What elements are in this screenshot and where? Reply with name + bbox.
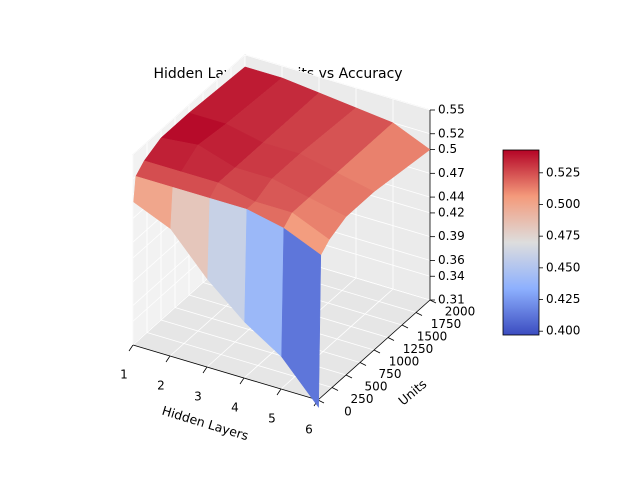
z-tick-label: 0.47 <box>438 166 465 180</box>
y-tick-label: 0 <box>344 405 352 419</box>
tick-mark <box>128 344 134 352</box>
tick-mark <box>373 349 381 354</box>
tick-mark <box>387 337 395 341</box>
tick-mark <box>429 299 437 304</box>
tick-mark <box>359 362 367 366</box>
z-tick-label: 0.36 <box>438 253 465 267</box>
tick-mark <box>401 324 409 329</box>
y-tick-label: 1500 <box>417 330 448 344</box>
z-tick-label: 0.52 <box>438 126 465 140</box>
colorbar <box>502 149 540 336</box>
colorbar-tick-label: 0.425 <box>546 292 580 306</box>
y-tick-label: 500 <box>365 380 388 394</box>
y-tick-label: 1750 <box>431 317 462 331</box>
tick-mark <box>239 377 245 385</box>
tick-mark <box>317 399 325 404</box>
z-tick-label: 0.42 <box>438 205 465 219</box>
x-tick-label: 5 <box>268 412 276 426</box>
axis-line <box>132 344 319 401</box>
grid-line <box>132 54 246 156</box>
z-tick-label: 0.31 <box>438 293 465 307</box>
z-tick-label: 0.5 <box>438 142 457 156</box>
tick-mark <box>415 312 423 316</box>
colorbar-tick-label: 0.475 <box>546 229 580 243</box>
tick-mark <box>276 388 282 396</box>
colorbar-tick-label: 0.450 <box>546 260 580 274</box>
surface-patch <box>281 227 322 409</box>
y-tick-label: 1000 <box>389 355 420 369</box>
colorbar-tick-label: 0.525 <box>546 165 580 179</box>
y-tick-label: 250 <box>351 392 374 406</box>
y-tick-label: 2000 <box>445 305 476 319</box>
x-tick-label: 1 <box>120 368 128 382</box>
y-tick-label: 1250 <box>403 342 434 356</box>
grid-line <box>244 54 431 111</box>
tick-mark <box>202 366 208 374</box>
x-tick-label: 3 <box>194 390 202 404</box>
x-tick-label: 6 <box>305 423 313 437</box>
y-axis-label: Units <box>395 376 429 408</box>
tick-mark <box>345 374 353 379</box>
colorbar-tick-label: 0.500 <box>546 197 580 211</box>
axis-line <box>317 299 431 401</box>
x-tick-label: 2 <box>157 379 165 393</box>
z-tick-label: 0.39 <box>438 229 465 243</box>
x-tick-label: 4 <box>231 401 239 415</box>
z-tick-label: 0.44 <box>438 190 465 204</box>
tick-mark <box>331 387 339 391</box>
tick-mark <box>165 355 171 363</box>
y-tick-label: 750 <box>379 367 402 381</box>
colorbar-tick-label: 0.400 <box>546 324 580 338</box>
z-tick-label: 0.55 <box>438 103 465 117</box>
z-tick-label: 0.34 <box>438 269 465 283</box>
